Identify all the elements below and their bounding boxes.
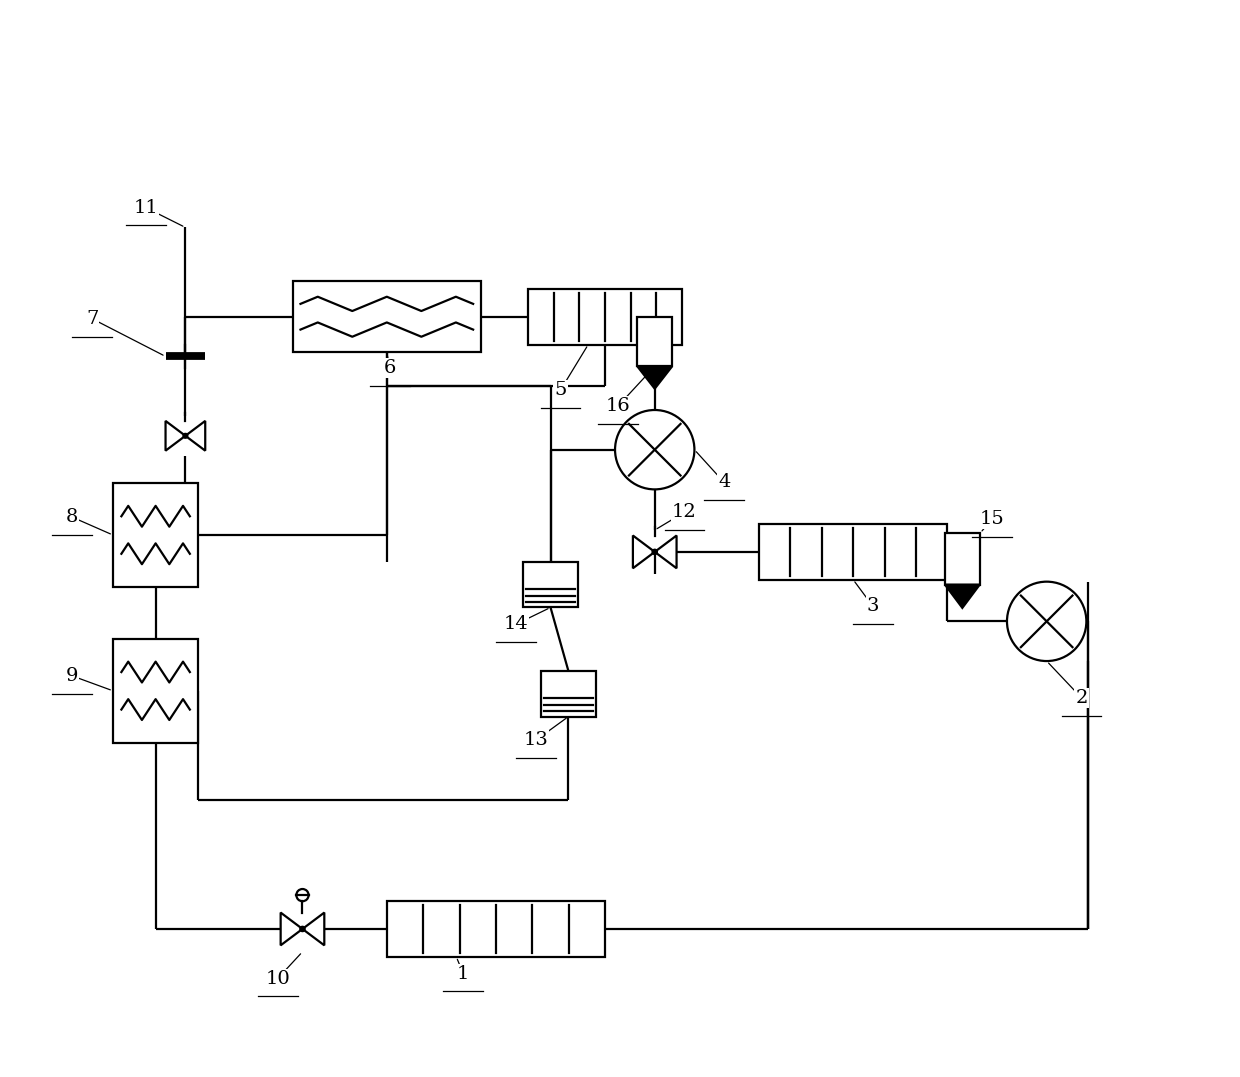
Bar	[541, 671, 595, 716]
Circle shape	[184, 433, 187, 438]
Bar	[945, 533, 980, 585]
Text: 10: 10	[265, 969, 290, 988]
Polygon shape	[303, 912, 325, 946]
Text: 1: 1	[458, 965, 470, 982]
Polygon shape	[632, 535, 655, 569]
Text: 12: 12	[672, 503, 697, 521]
Bar	[113, 482, 198, 587]
Bar	[523, 562, 578, 607]
Text: 4: 4	[718, 474, 730, 491]
Text: 2: 2	[1075, 689, 1087, 707]
Text: 14: 14	[503, 615, 528, 633]
Text: 7: 7	[86, 310, 98, 327]
Text: 15: 15	[980, 510, 1004, 528]
Text: 11: 11	[134, 198, 157, 216]
Bar	[113, 639, 198, 743]
Bar	[759, 524, 947, 579]
Polygon shape	[655, 535, 677, 569]
Circle shape	[300, 926, 305, 932]
Text: 16: 16	[605, 397, 630, 415]
Text: 6: 6	[383, 360, 396, 377]
Text: 3: 3	[867, 598, 879, 615]
Bar	[528, 289, 682, 345]
Bar	[387, 901, 605, 956]
Polygon shape	[637, 366, 672, 389]
Polygon shape	[186, 421, 206, 450]
Text: 8: 8	[66, 508, 78, 527]
Polygon shape	[166, 421, 186, 450]
Text: 13: 13	[523, 731, 548, 750]
Bar	[293, 281, 481, 352]
Polygon shape	[280, 912, 303, 946]
Text: 9: 9	[66, 667, 78, 685]
Polygon shape	[945, 585, 980, 607]
Text: 5: 5	[554, 381, 567, 400]
Bar	[637, 317, 672, 366]
Circle shape	[652, 549, 657, 555]
